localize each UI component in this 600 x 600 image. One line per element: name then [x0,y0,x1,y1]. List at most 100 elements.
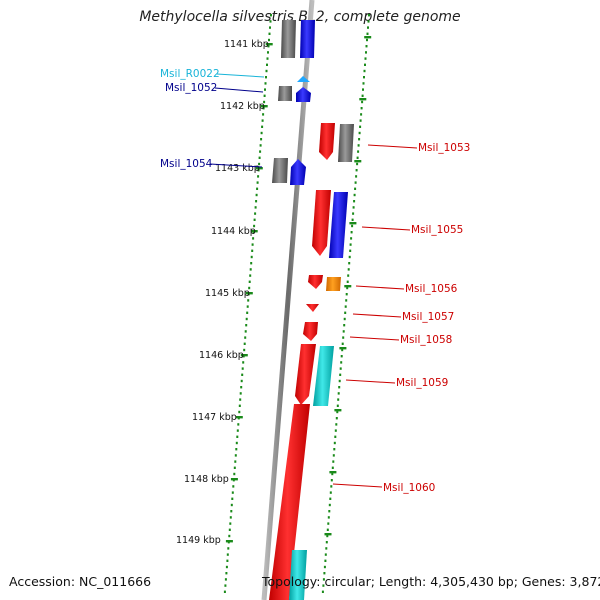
tick-mark [225,565,228,569]
gene-gray-1052a [278,86,292,101]
tick-mark [325,547,328,550]
tick-mark [250,255,253,259]
tick-mark [267,51,269,54]
major-tick [359,98,367,101]
tick-mark [357,150,360,153]
tick-mark [257,175,260,178]
label-msil-1052[interactable]: Msil_1052 [165,82,217,94]
tick-mark [234,460,237,463]
gene-msil-1059 [313,346,334,406]
tick-mark [235,441,238,445]
tick-mark [238,404,241,407]
kbp-label: 1142 kbp [220,101,265,112]
tick-mark [344,311,347,314]
label-msil-1053[interactable]: Msil_1053 [418,142,470,154]
tick-mark [244,336,247,339]
tick-mark [336,410,339,414]
tick-mark [268,32,271,35]
tick-mark [361,100,364,104]
major-tick [339,347,347,350]
gene-msil-1055 [312,190,331,256]
rna-msil-r0022 [297,76,310,82]
tick-mark [254,212,257,215]
tick-mark [352,212,355,215]
tick-mark [257,169,260,172]
tick-mark [253,218,256,221]
tick-mark [228,534,231,538]
tick-mark [254,206,257,209]
tick-mark [239,392,242,395]
label-msil-1060[interactable]: Msil_1060 [383,482,435,494]
tick-mark [348,255,351,259]
tick-mark [321,590,324,593]
tick-mark [350,231,353,234]
tick-mark [359,125,362,128]
tick-mark [256,187,259,190]
tick-mark [351,224,354,228]
tick-mark [324,559,327,562]
tick-mark [255,193,258,197]
tick-mark [228,528,231,531]
gene-msil-1054 [290,159,306,185]
tick-mark [244,330,247,333]
label-msil-1054[interactable]: Msil_1054 [160,158,213,170]
tick-mark [270,14,272,17]
tick-mark [249,268,252,271]
tick-mark [235,448,238,451]
tick-mark [362,88,364,91]
label-msil-1056[interactable]: Msil_1056 [405,283,458,295]
tick-mark [336,404,339,407]
label-msil-1057[interactable]: Msil_1057 [402,311,454,323]
tick-mark [358,131,361,135]
tick-mark [265,69,268,73]
tick-mark [259,144,262,147]
tick-mark [331,472,334,476]
label-msil-1059[interactable]: Msil_1059 [396,377,448,389]
label-msil-1055[interactable]: Msil_1055 [411,224,463,236]
tick-mark [352,206,355,209]
genome-title: Methylocella silvestris BL2, complete ge… [139,9,461,25]
tick-mark [365,45,368,48]
gene-red-1059a [295,344,316,405]
tick-mark [267,45,270,48]
major-tick [250,230,258,233]
tick-mark [340,361,343,364]
tick-mark [330,479,333,482]
tick-mark [326,528,329,531]
major-tick [324,533,332,536]
gene-msil-1060 [269,404,310,600]
tick-mark [245,317,248,321]
tick-mark [248,286,251,290]
gene-gray-top [281,20,296,58]
tick-mark [229,516,232,519]
tick-mark [250,262,253,265]
tick-mark [361,94,364,97]
tick-mark [322,584,325,587]
tick-mark [223,590,226,593]
position-ticks [223,14,372,593]
tick-mark [260,138,263,141]
tick-mark [268,38,270,42]
major-tick [329,471,337,474]
label-msil-r0022[interactable]: Msil_R0022 [160,68,220,80]
tick-mark [243,348,246,352]
gene-cyan-bottom [289,550,307,600]
kbp-label: 1144 kbp [211,226,256,237]
tick-mark [233,466,236,469]
label-msil-1058[interactable]: Msil_1058 [400,334,452,346]
tick-mark [246,311,249,314]
tick-mark [366,38,368,42]
major-tick [354,160,362,163]
tick-mark [327,516,330,519]
tick-mark [360,113,363,116]
tick-mark [347,268,350,271]
gene-orange-1056b [326,277,341,291]
tick-mark [341,342,344,345]
tick-mark [356,156,359,159]
tick-mark [232,485,235,488]
tick-mark [238,410,241,414]
tick-mark [255,200,258,203]
tick-mark [354,187,357,190]
major-tick [349,222,357,225]
tick-mark [342,330,345,333]
